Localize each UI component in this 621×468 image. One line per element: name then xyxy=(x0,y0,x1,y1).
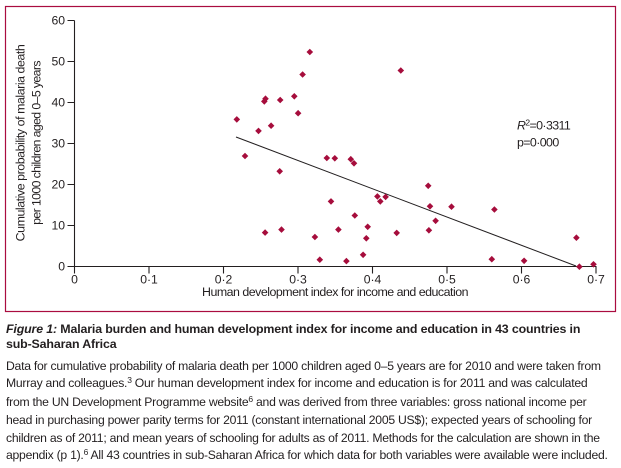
svg-text:40: 40 xyxy=(51,96,65,110)
svg-text:0·2: 0·2 xyxy=(215,273,233,287)
svg-text:0·6: 0·6 xyxy=(513,273,531,287)
svg-text:0·5: 0·5 xyxy=(438,273,456,287)
svg-text:0·7: 0·7 xyxy=(587,273,605,287)
svg-text:Human development index for in: Human development index for income and e… xyxy=(202,285,469,299)
svg-text:Cumulative probability of mala: Cumulative probability of malaria death xyxy=(14,44,28,241)
svg-text:0: 0 xyxy=(71,273,78,287)
svg-text:R2=0·3311: R2=0·3311 xyxy=(517,118,571,133)
svg-text:30: 30 xyxy=(51,137,65,151)
svg-text:0·1: 0·1 xyxy=(140,273,158,287)
svg-text:0·4: 0·4 xyxy=(364,273,382,287)
svg-text:10: 10 xyxy=(51,219,65,233)
svg-text:per 1000 children aged 0–5 yea: per 1000 children aged 0–5 years xyxy=(30,61,44,225)
svg-text:20: 20 xyxy=(51,178,65,192)
svg-text:50: 50 xyxy=(51,55,65,69)
svg-text:0: 0 xyxy=(58,260,65,274)
svg-text:0·3: 0·3 xyxy=(289,273,307,287)
svg-text:p=0·000: p=0·000 xyxy=(517,136,559,150)
svg-text:60: 60 xyxy=(51,14,65,28)
